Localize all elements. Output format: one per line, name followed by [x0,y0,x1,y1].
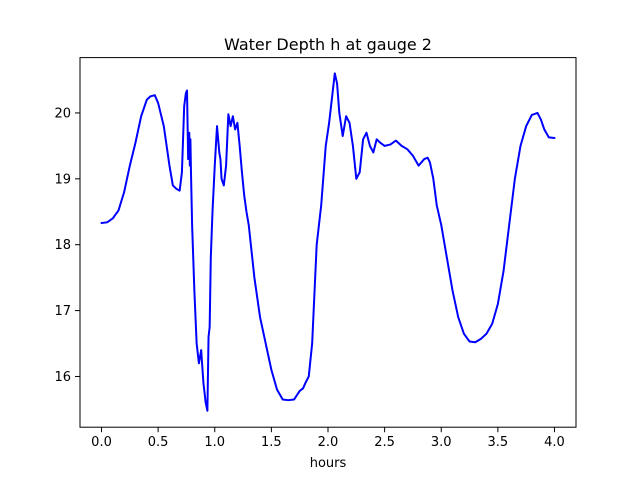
y-tick-label: 17 [54,304,71,319]
x-tick-label: 3.0 [431,435,452,450]
chart-title: Water Depth h at gauge 2 [224,35,432,54]
series-line-1 [100,72,556,412]
x-tick-label: 0.0 [91,435,112,450]
y-tick-label: 18 [54,238,71,253]
x-axis-label: hours [310,456,347,471]
y-tick-label: 19 [54,172,71,187]
plot-area [100,72,556,412]
axes-frame [79,57,577,428]
y-tick-label: 20 [54,106,71,121]
x-tick-label: 4.0 [544,435,565,450]
x-tick-label: 3.5 [488,435,509,450]
x-tick-label: 0.5 [148,435,169,450]
x-tick-label: 2.5 [374,435,395,450]
y-tick-label: 16 [54,370,71,385]
x-tick-label: 2.0 [318,435,339,450]
x-axis-ticks: 0.0 0.5 1.0 1.5 2.0 2.5 3.0 3.5 4.0 [91,427,565,450]
x-tick-label: 1.5 [261,435,282,450]
x-tick-label: 1.0 [204,435,225,450]
y-axis-ticks: 16 17 18 19 20 [54,106,80,385]
